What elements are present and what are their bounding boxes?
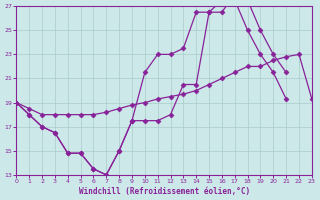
- X-axis label: Windchill (Refroidissement éolien,°C): Windchill (Refroidissement éolien,°C): [78, 187, 250, 196]
